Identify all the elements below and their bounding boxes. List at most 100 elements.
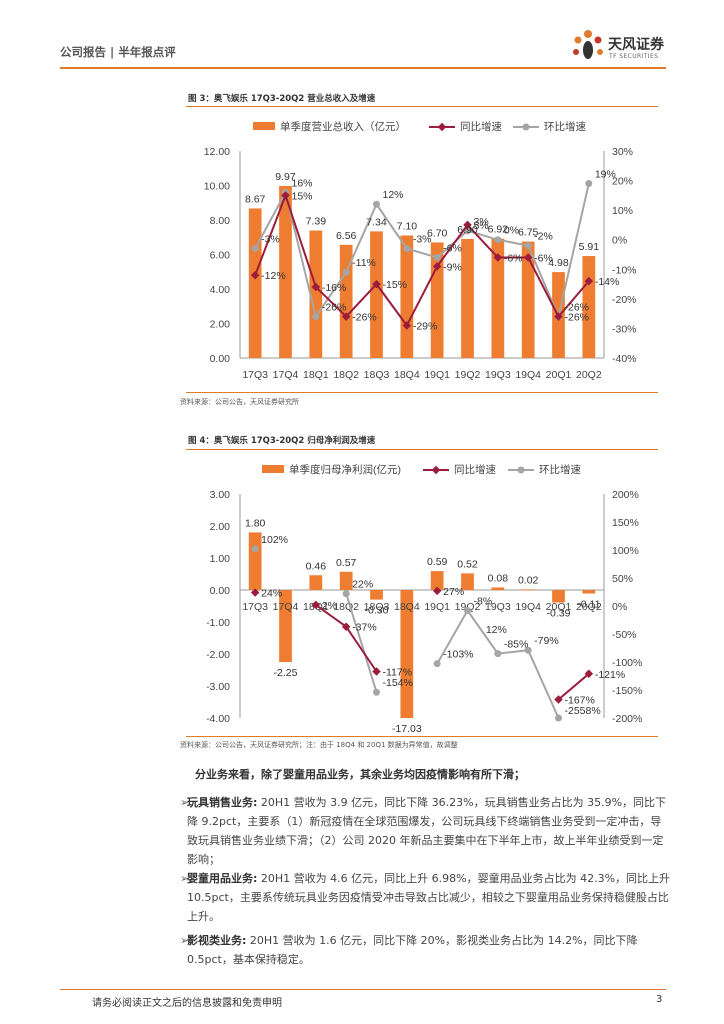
qoq-value-label: -26% [322,302,347,314]
category-label: 17Q3 [242,601,268,613]
yoy-value-label: -29% [413,320,438,332]
bar-value-label: -17.03 [392,723,422,733]
qoq-value-label: -79% [534,635,559,647]
right-tick-label: -20% [612,294,637,306]
qoq-point [494,236,502,244]
right-tick-label: -30% [612,323,637,335]
category-label: 18Q2 [333,601,359,613]
left-tick-label: -2.00 [206,649,230,661]
left-tick-label: 10.00 [204,181,230,193]
bar-value-label: 0.08 [488,572,509,584]
qoq-point [433,660,441,668]
yoy-point [341,622,351,631]
category-label: 18Q2 [333,369,359,381]
value-bar [521,589,535,591]
bar-value-label: 6.56 [336,230,357,242]
qoq-value-label: -3% [413,234,432,246]
yoy-line [557,673,590,701]
right-tick-label: 0% [612,601,627,613]
right-tick-label: 50% [612,573,633,585]
logo-subtitle: TF SECURITIES [609,53,659,60]
bar-value-label: -2.25 [274,667,298,679]
legend-qoq-marker [522,123,530,131]
bullet-icon: ➢ [180,934,190,947]
qoq-value-label: 12% [383,189,404,201]
category-label: 18Q4 [394,369,420,381]
bar-value-label: 0.57 [336,557,357,569]
qoq-value-label: 16% [292,177,313,189]
figure4-top-rule [186,449,658,450]
yoy-point [463,220,472,230]
bar-value-label: -0.39 [547,607,571,619]
bar-value-label: 1.80 [245,517,266,529]
value-bar [400,235,414,358]
bullet-body: 20H1 营收为 3.9 亿元，同比下降 36.23%，玩具销售业务占比为 35… [187,796,667,866]
qoq-line [254,183,590,320]
yoy-value-label: -6% [504,252,523,264]
category-label: 20Q1 [546,601,572,613]
qoq-value-label: -6% [443,242,462,254]
bar-value-label: 0.02 [518,574,539,586]
legend-yoy-label: 同比增速 [460,120,502,133]
legend-bar-label: 单季度营业总收入（亿元） [280,120,406,133]
qoq-point [403,245,411,253]
bar-value-label: 4.98 [548,257,569,269]
value-bar [491,587,505,590]
revenue-chart: 单季度营业总收入（亿元） 同比增速 环比增速 12.00 10.00 8.00 6.00 4.… [204,120,637,381]
bullet-toys: 玩具销售业务: 20H1 营收为 3.9 亿元，同比下降 36.23%，玩具销售… [187,793,671,869]
yoy-value-label: -26% [565,312,590,324]
qoq-point [464,606,471,614]
yoy-point [372,279,381,289]
qoq-point [251,545,259,553]
bullet-heading: 玩具销售业务: [187,796,258,809]
legend-qoq-label: 环比增速 [544,120,586,133]
qoq-value-label: 3% [474,216,489,228]
bar-value-label: -0.30 [365,605,389,617]
yoy-value-label: 5% [474,220,489,232]
category-label: 20Q2 [576,369,602,381]
qoq-point [373,200,380,208]
value-bar [582,590,596,594]
category-label: 17Q4 [273,601,299,613]
category-label: 19Q2 [455,369,481,381]
right-tick-label: 100% [612,545,639,557]
left-tick-label: 3.00 [210,489,231,501]
value-bar [248,532,262,590]
yoy-point [554,312,563,321]
qoq-point [524,242,532,250]
qoq-point [373,688,380,696]
category-label: 19Q3 [485,601,511,613]
segment-intro: 分业务来看，除了婴童用品业务，其余业务均因疫情影响有所下滑； [195,768,525,781]
value-bar [521,241,535,358]
footer-disclaimer: 请务必阅读正文之后的信息披露和免责申明 [92,998,282,1009]
bullet-baby-products: 婴童用品业务: 20H1 营收为 4.6 亿元，同比上升 6.98%，婴童用品业… [187,869,671,926]
bar-value-label: 0.46 [306,560,327,572]
right-tick-label: -100% [612,657,642,669]
category-label: 19Q1 [424,601,450,613]
qoq-line [345,593,378,693]
yoy-value-label: -167% [565,695,595,707]
legend-yoy-marker [431,465,441,475]
bullet-body: 20H1 营收为 1.6 亿元，同比下降 20%，影视类业务占比为 14.2%，… [187,934,638,966]
header-divider [60,67,666,69]
right-tick-label: 150% [612,517,639,529]
yoy-point [372,667,381,676]
bullet-body: 20H1 营收为 4.6 亿元，同比上升 6.98%，婴童用品业务占比为 42.… [187,872,671,923]
qoq-value-label: 102% [261,534,288,546]
bar-value-label: 7.10 [397,221,418,233]
figure3-title: 图 3：奥飞娱乐 17Q3-20Q2 营业总收入及增速 [188,94,376,104]
yoy-point [493,253,503,262]
left-tick-label: 6.00 [210,250,231,262]
yoy-value-label: -14% [595,276,620,288]
value-bar [552,590,565,603]
category-label: 17Q4 [273,369,299,381]
yoy-point [402,321,412,330]
category-label: 18Q4 [394,601,420,613]
left-tick-label: -1.00 [206,617,230,629]
category-label: 19Q4 [515,369,541,381]
qoq-point [342,268,350,276]
qoq-point [555,714,562,722]
value-bar [248,208,262,358]
left-tick-label: -4.00 [206,713,230,725]
bar-value-label: 9.97 [275,171,296,183]
